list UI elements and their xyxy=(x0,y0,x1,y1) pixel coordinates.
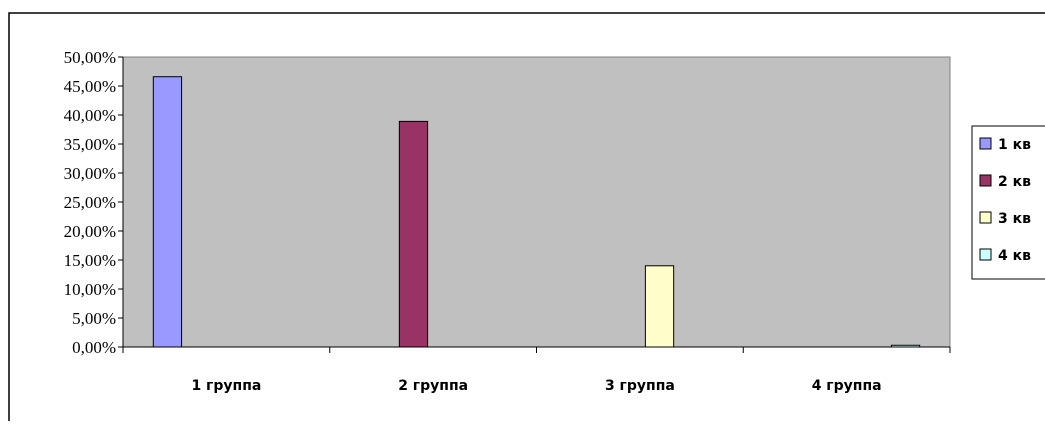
legend-label: 1 кв xyxy=(998,137,1031,153)
bar-3-3 xyxy=(644,265,675,348)
y-tick-label: 50,00% xyxy=(64,48,116,67)
y-tick-label: 20,00% xyxy=(64,222,116,241)
y-axis: 0,00% 5,00% 10,00% 15,00% 20,00% 25,00% 30,00%… xyxy=(64,48,124,357)
bar-2-2 xyxy=(398,120,429,348)
bar-4-4 xyxy=(890,344,921,348)
legend: 1 кв 2 кв 3 кв 4 кв xyxy=(971,125,1045,280)
x-category-label: 1 группа xyxy=(191,378,261,394)
legend-swatch xyxy=(979,137,992,150)
y-tick-label: 25,00% xyxy=(64,193,116,212)
legend-swatch xyxy=(979,211,992,224)
y-tick-label: 45,00% xyxy=(64,77,116,96)
plot-background xyxy=(122,56,951,348)
y-tick-label: 10,00% xyxy=(64,280,116,299)
x-axis: 1 группа 2 группа 3 группа 4 группа xyxy=(122,346,951,394)
x-category-label: 4 группа xyxy=(812,378,882,394)
y-tick-label: 35,00% xyxy=(64,135,116,154)
bar-series xyxy=(152,76,921,348)
y-tick-label: 15,00% xyxy=(64,251,116,270)
y-tick-label: 0,00% xyxy=(72,338,116,357)
legend-label: 4 кв xyxy=(998,248,1031,264)
legend-label: 2 кв xyxy=(998,174,1031,190)
y-tick-label: 30,00% xyxy=(64,164,116,183)
y-tick-label: 5,00% xyxy=(72,309,116,328)
x-category-label: 2 группа xyxy=(398,378,468,394)
x-category-label: 3 группа xyxy=(605,378,675,394)
legend-label: 3 кв xyxy=(998,211,1031,227)
legend-swatch xyxy=(979,248,992,261)
legend-swatch xyxy=(979,174,992,187)
bar-1-1 xyxy=(152,76,183,348)
y-tick-label: 40,00% xyxy=(64,106,116,125)
